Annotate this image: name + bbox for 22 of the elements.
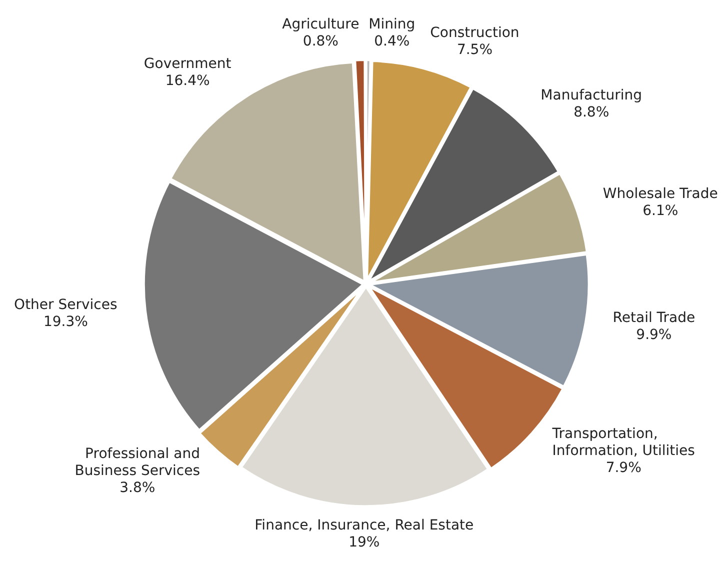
data-label: 6.1% [642, 202, 678, 219]
slice-label: Transportation, Information, Utilities [551, 426, 695, 460]
slice-label: Professional and Business Services [74, 446, 200, 480]
slice-label: Finance, Insurance, Real Estate [254, 518, 474, 534]
slice-label: Construction [430, 24, 520, 41]
data-label: 3.8% [120, 480, 156, 496]
data-label: 19% [348, 534, 380, 551]
slice-label: Retail Trade [612, 310, 696, 326]
slice-label: Mining [368, 16, 416, 33]
data-label: 7.9% [606, 460, 642, 476]
data-label: 8.8% [574, 104, 610, 121]
slice-label: Agriculture [282, 16, 360, 33]
data-label: 7.5% [456, 42, 493, 58]
slice-label: Wholesale Trade [602, 186, 718, 202]
slice-label: Government [144, 56, 232, 72]
slice-label: Manufacturing [540, 88, 642, 104]
data-label: 0.8% [302, 34, 338, 50]
data-label: 0.4% [374, 34, 410, 50]
data-label: 9.9% [636, 327, 672, 344]
data-label: 19.3% [43, 314, 88, 330]
data-label: 16.4% [165, 72, 210, 89]
slice-label: Other Services [14, 297, 118, 314]
